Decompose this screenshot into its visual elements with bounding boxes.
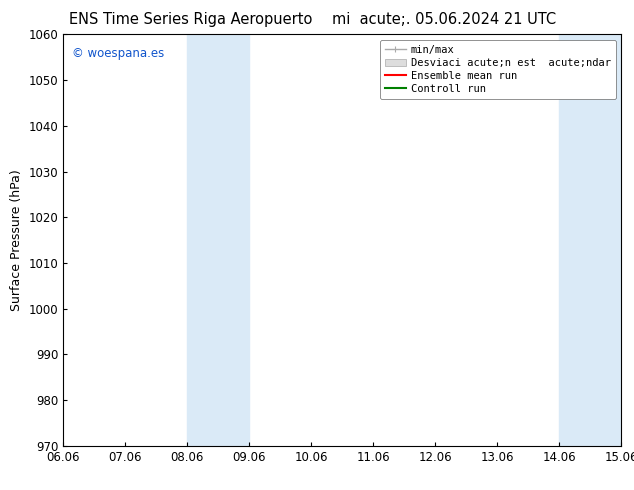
Bar xyxy=(559,34,621,446)
Text: ENS Time Series Riga Aeropuerto: ENS Time Series Riga Aeropuerto xyxy=(68,12,312,27)
Text: © woespana.es: © woespana.es xyxy=(72,47,164,60)
Bar xyxy=(188,34,249,446)
Y-axis label: Surface Pressure (hPa): Surface Pressure (hPa) xyxy=(10,169,23,311)
Legend: min/max, Desviaci acute;n est  acute;ndar, Ensemble mean run, Controll run: min/max, Desviaci acute;n est acute;ndar… xyxy=(380,40,616,99)
Text: mi  acute;. 05.06.2024 21 UTC: mi acute;. 05.06.2024 21 UTC xyxy=(332,12,556,27)
